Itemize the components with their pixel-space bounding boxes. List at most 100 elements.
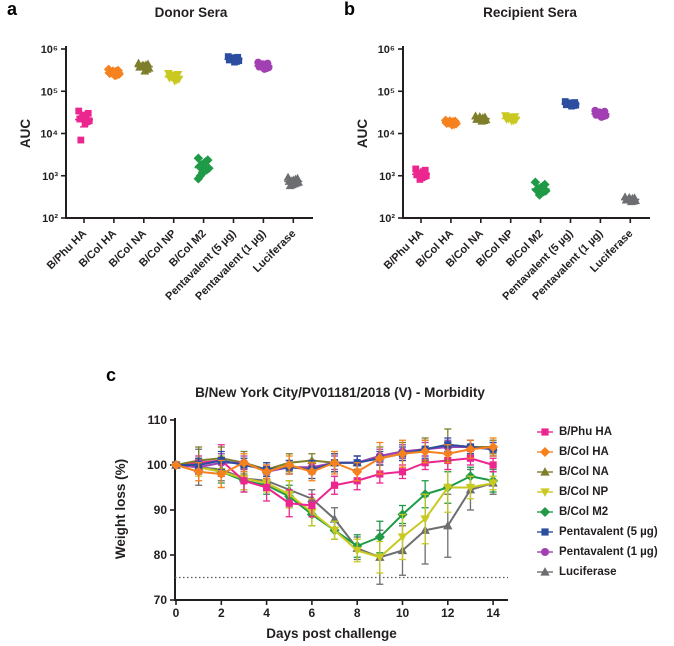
marker-circle [540,547,550,557]
marker-circle [595,108,604,116]
panel-a-letter: a [7,0,18,19]
marker-diamond [530,177,541,188]
marker-triangle-up [626,197,636,206]
y-tick-label: 10³ [379,171,395,183]
legend-marker-icon [537,567,553,576]
marker-triangle-down [488,479,498,488]
legend-item-label: Luciferase [559,566,617,578]
morbidity-chart: 70 80 90 100 110 0 2 4 6 8 10 12 14 Days post challen… [113,413,508,641]
marker-diamond [397,448,408,459]
legend-item-label: B/Col HA [559,446,609,458]
marker-square [75,107,83,115]
y-tick-label: 10² [42,213,58,225]
y-tick-label: 10³ [42,171,58,183]
marker-triangle-down [170,77,180,86]
panel-c-title: B/New York City/PV01181/2018 (V) - Morbi… [195,385,485,400]
marker-triangle-up [138,60,148,69]
legend-item-label: B/Phu HA [559,426,613,438]
marker-diamond [531,185,542,195]
x-tick-label: 8 [354,606,361,620]
marker-triangle-up [540,567,550,576]
marker-triangle-down [375,553,385,563]
marker-square [413,171,421,179]
marker-diamond [539,506,551,518]
marker-diamond [108,66,118,76]
marker-diamond [465,444,476,455]
marker-square [77,136,85,144]
legend-marker-icon [537,506,553,518]
x-tick-label: 10 [396,606,410,620]
marker-triangle-down [329,526,340,536]
marker-square [231,58,238,66]
x-tick-label: 6 [309,606,316,620]
marker-triangle-down [168,71,178,80]
marker-triangle-up [477,116,487,125]
legend: B/Phu HA B/Col HA B/Col NA B/Col NP B/Co… [536,422,658,582]
y-tick-label: 110 [148,413,168,427]
x-axis-label: Days post challenge [266,626,397,641]
marker-diamond [104,68,115,79]
y-tick-label: 10⁶ [41,44,58,56]
x-tick-label: 0 [173,606,180,620]
y-tick-label: 90 [154,503,168,517]
x-tick-label: 4 [263,606,270,620]
marker-diamond [539,446,551,458]
marker-square [541,528,549,536]
marker-triangle-up [140,66,150,75]
legend-marker-icon [537,467,553,476]
legend-marker-icon [537,446,553,458]
y-axis-label: AUC [18,119,33,148]
legend-item-label: B/Col NA [559,466,609,478]
y-tick-label: 80 [154,548,168,562]
marker-square [285,499,293,507]
y-axis-label: AUC [355,119,370,148]
legend-item: Pentavalent (1 µg) [536,542,658,562]
legend-item-label: B/Col NP [559,486,609,498]
marker-triangle-down [352,546,362,556]
marker-diamond [534,190,545,200]
marker-square [489,461,497,469]
marker-triangle-down [420,515,430,524]
marker-diamond [193,173,204,184]
marker-square [229,54,236,62]
marker-square [79,112,87,120]
marker-square [263,483,271,492]
marker-diamond [329,457,340,468]
marker-triangle-down [540,488,550,497]
y-tick-label: 10⁵ [41,86,58,98]
x-tick-label: 12 [441,606,455,620]
marker-triangle-up [475,112,485,121]
y-tick-label: 10² [379,213,395,225]
marker-triangle-down [443,483,453,493]
legend-marker-icon [537,428,553,436]
marker-diamond [284,459,295,471]
x-tick-label: 2 [218,606,225,620]
y-axis-label: Weight loss (%) [113,459,128,559]
legend-item: B/Phu HA [536,422,658,442]
marker-diamond [442,448,453,459]
marker-triangle-down [505,113,515,122]
legend-item-label: Pentavalent (1 µg) [559,546,658,558]
marker-triangle-down [465,483,476,493]
panel-a-title: Donor Sera [154,5,228,20]
marker-square [412,165,420,173]
marker-triangle-up [540,467,550,476]
marker-triangle-up [329,514,340,523]
marker-square [240,477,248,485]
marker-diamond [445,116,455,126]
legend-marker-icon [537,528,553,536]
legend-item-label: B/Col M2 [559,506,609,518]
marker-square [398,468,407,476]
marker-circle [258,60,267,68]
marker-triangle-up [443,520,453,530]
marker-diamond [447,120,457,130]
marker-square [308,501,316,510]
marker-square [416,175,424,183]
y-tick-label: 10⁵ [378,86,395,98]
legend-item-label: Pentavalent (5 µg) [559,526,658,538]
panel-b-title: Recipient Sera [483,5,577,20]
legend-item: B/Col NA [536,462,658,482]
marker-triangle-down [397,533,408,542]
